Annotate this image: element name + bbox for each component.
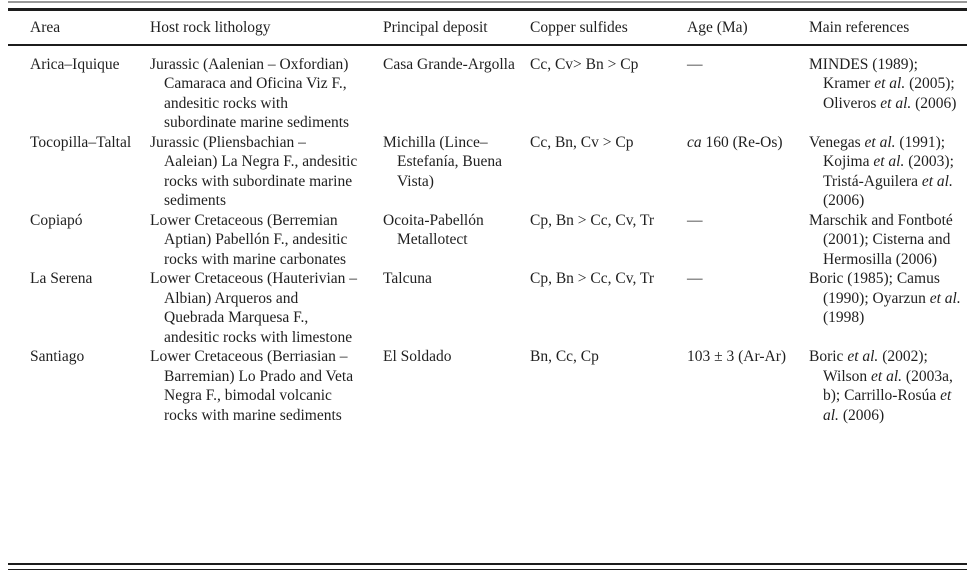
cell-references: Boric et al. (2002); Wilson et al. (2003… bbox=[809, 347, 967, 425]
cell-deposit: Casa Grande-Argolla bbox=[383, 45, 530, 133]
table-row: Santiago Lower Cretaceous (Berriasian – … bbox=[8, 347, 967, 425]
cell-area: Santiago bbox=[30, 348, 85, 365]
cell-deposit: El Soldado bbox=[383, 347, 530, 425]
deposit-text: Casa Grande-Argolla bbox=[383, 55, 515, 73]
cell-references: Marschik and Fontboté (2001); Cisterna a… bbox=[809, 211, 967, 270]
cell-lithology: Lower Cretaceous (Berriasian – Barremian… bbox=[150, 347, 383, 425]
cell-area: La Serena bbox=[30, 270, 93, 287]
cell-age: — bbox=[687, 270, 703, 287]
cell-deposit: Michilla (Lince–Estefanía, Buena Vista) bbox=[383, 133, 530, 211]
table-header-row: Area Host rock lithology Principal depos… bbox=[8, 9, 967, 46]
cell-deposit: Ocoita-Pabellón Metallotect bbox=[383, 211, 530, 270]
lithology-text: Lower Cretaceous (Berriasian – Barremian… bbox=[150, 348, 354, 424]
references-text: Venegas et al. (1991); Kojima et al. (20… bbox=[809, 133, 954, 210]
cell-age: — bbox=[687, 55, 703, 73]
cropped-caption-remnant bbox=[8, 1, 967, 3]
table-row: La Serena Lower Cretaceous (Hauterivian … bbox=[8, 269, 967, 347]
deposit-text: Talcuna bbox=[383, 270, 432, 287]
copper-deposits-table: Area Host rock lithology Principal depos… bbox=[8, 8, 967, 425]
deposit-text: Michilla (Lince–Estefanía, Buena Vista) bbox=[383, 133, 503, 190]
references-text: Boric et al. (2002); Wilson et al. (2003… bbox=[809, 348, 953, 424]
cell-sulfides: Cp, Bn > Cc, Cv, Tr bbox=[530, 270, 655, 287]
cell-area: Tocopilla–Taltal bbox=[30, 133, 132, 151]
cell-lithology: Jurassic (Aalenian – Oxfordian) Camaraca… bbox=[150, 45, 383, 133]
lithology-text: Lower Cretaceous (Hauterivian – Albian) … bbox=[150, 270, 358, 346]
col-header-age: Age (Ma) bbox=[687, 9, 809, 46]
table-row: Copiapó Lower Cretaceous (Berremian Apti… bbox=[8, 211, 967, 270]
references-text: MINDES (1989); Kramer et al. (2005); Oli… bbox=[809, 55, 957, 112]
cell-age: ca 160 (Re-Os) bbox=[687, 133, 783, 151]
table-bottom-rule-thin bbox=[8, 569, 967, 570]
cell-references: Venegas et al. (1991); Kojima et al. (20… bbox=[809, 133, 967, 211]
lithology-text: Lower Cretaceous (Berremian Aptian) Pabe… bbox=[150, 211, 348, 268]
cell-sulfides: Cc, Bn, Cv > Cp bbox=[530, 133, 634, 151]
table-row: Tocopilla–Taltal Jurassic (Pliensbachian… bbox=[8, 133, 967, 211]
cell-age: — bbox=[687, 211, 703, 229]
cell-references: Boric (1985); Camus (1990); Oyarzun et a… bbox=[809, 269, 967, 347]
cell-lithology: Jurassic (Pliensbachian – Aaleian) La Ne… bbox=[150, 133, 383, 211]
cell-references: MINDES (1989); Kramer et al. (2005); Oli… bbox=[809, 45, 967, 133]
col-header-references: Main references bbox=[809, 9, 967, 46]
references-text: Marschik and Fontboté (2001); Cisterna a… bbox=[809, 211, 953, 268]
cell-age: 103 ± 3 (Ar-Ar) bbox=[687, 348, 787, 365]
col-header-area: Area bbox=[8, 9, 150, 46]
col-header-lithology: Host rock lithology bbox=[150, 9, 383, 46]
col-header-deposit: Principal deposit bbox=[383, 9, 530, 46]
deposit-text: El Soldado bbox=[383, 348, 452, 365]
cell-lithology: Lower Cretaceous (Hauterivian – Albian) … bbox=[150, 269, 383, 347]
cell-sulfides: Cp, Bn > Cc, Cv, Tr bbox=[530, 211, 655, 229]
cell-sulfides: Bn, Cc, Cp bbox=[530, 348, 599, 365]
references-text: Boric (1985); Camus (1990); Oyarzun et a… bbox=[809, 270, 961, 326]
lithology-text: Jurassic (Aalenian – Oxfordian) Camaraca… bbox=[150, 55, 350, 132]
cell-area: Arica–Iquique bbox=[30, 55, 120, 73]
cell-lithology: Lower Cretaceous (Berremian Aptian) Pabe… bbox=[150, 211, 383, 270]
cell-deposit: Talcuna bbox=[383, 269, 530, 347]
cell-sulfides: Cc, Cv> Bn > Cp bbox=[530, 55, 639, 73]
cell-area: Copiapó bbox=[30, 211, 83, 229]
table-bottom-rule-thick bbox=[8, 563, 967, 565]
deposit-text: Ocoita-Pabellón Metallotect bbox=[383, 211, 484, 249]
col-header-sulfides: Copper sulfides bbox=[530, 9, 687, 46]
table-row: Arica–Iquique Jurassic (Aalenian – Oxfor… bbox=[8, 45, 967, 133]
lithology-text: Jurassic (Pliensbachian – Aaleian) La Ne… bbox=[150, 133, 358, 210]
